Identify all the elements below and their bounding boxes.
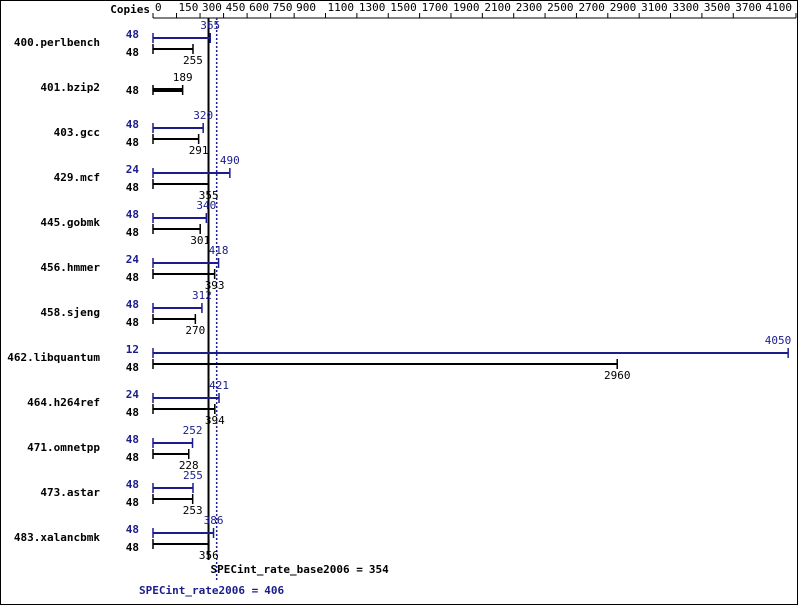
x-tick-label: 2300 (516, 1, 543, 14)
value-label: 320 (193, 109, 213, 122)
copies-label: 48 (126, 541, 139, 554)
x-tick-label: 3700 (735, 1, 762, 14)
copies-label: 48 (126, 433, 139, 446)
copies-label: 48 (126, 406, 139, 419)
category-label: 458.sjeng (40, 306, 100, 319)
value-label: 253 (183, 504, 203, 517)
x-tick-label: 600 (249, 1, 269, 14)
x-tick-label: 2100 (484, 1, 511, 14)
copies-label: 48 (126, 226, 139, 239)
reference-label: SPECint_rate_base2006 = 354 (211, 563, 390, 576)
x-tick-label: 2500 (547, 1, 574, 14)
copies-label: 48 (126, 298, 139, 311)
reference-label-value: 406 (264, 584, 284, 597)
x-tick-label: 1900 (453, 1, 480, 14)
x-tick-label: 1100 (328, 1, 355, 14)
value-label: 4050 (765, 334, 792, 347)
x-tick-label: 450 (226, 1, 246, 14)
copies-label: 48 (126, 316, 139, 329)
copies-label: 48 (126, 208, 139, 221)
x-tick-label: 3100 (641, 1, 668, 14)
category-label: 483.xalancbmk (14, 531, 100, 544)
x-axis-label: Copies (110, 3, 150, 16)
value-label: 340 (196, 199, 216, 212)
x-tick-label: 3300 (673, 1, 700, 14)
copies-label: 24 (126, 388, 140, 401)
x-tick-label: 900 (296, 1, 316, 14)
x-tick-label: 1500 (390, 1, 417, 14)
copies-label: 48 (126, 523, 139, 536)
copies-label: 48 (126, 181, 139, 194)
category-label: 473.astar (40, 486, 100, 499)
copies-label: 24 (126, 163, 140, 176)
x-tick-label: 1700 (422, 1, 449, 14)
copies-label: 48 (126, 271, 139, 284)
reference-label: SPECint_rate2006 = 406 (139, 584, 284, 597)
x-tick-label: 3500 (704, 1, 731, 14)
copies-label: 12 (126, 343, 139, 356)
value-label: 252 (183, 424, 203, 437)
value-label: 312 (192, 289, 212, 302)
x-tick-label: 1300 (359, 1, 386, 14)
value-label: 2960 (604, 369, 631, 382)
category-label: 401.bzip2 (40, 81, 100, 94)
category-label: 462.libquantum (7, 351, 100, 364)
category-label: 471.omnetpp (27, 441, 100, 454)
x-tick-label: 2700 (578, 1, 605, 14)
value-label: 393 (205, 279, 225, 292)
x-tick-label: 2900 (610, 1, 637, 14)
value-label: 386 (204, 514, 224, 527)
x-tick-label: 300 (202, 1, 222, 14)
x-tick-label: 150 (179, 1, 199, 14)
copies-label: 24 (126, 253, 140, 266)
value-label: 394 (205, 414, 225, 427)
category-label: 429.mcf (54, 171, 100, 184)
reference-label-value: 354 (369, 563, 389, 576)
value-label: 356 (199, 549, 219, 562)
reference-label-text: SPECint_rate_base2006 = (211, 563, 364, 576)
category-label: 464.h264ref (27, 396, 100, 409)
value-label: 418 (209, 244, 229, 257)
copies-label: 48 (126, 136, 139, 149)
value-label: 270 (185, 324, 205, 337)
value-label: 255 (183, 469, 203, 482)
copies-label: 48 (126, 451, 139, 464)
copies-label: 48 (126, 496, 139, 509)
category-label: 456.hmmer (40, 261, 100, 274)
copies-label: 48 (126, 478, 139, 491)
value-label: 301 (190, 234, 210, 247)
copies-label: 48 (126, 46, 139, 59)
value-label: 490 (220, 154, 240, 167)
category-label: 445.gobmk (40, 216, 100, 229)
value-label: 421 (209, 379, 229, 392)
copies-label: 48 (126, 84, 139, 97)
value-label: 291 (189, 144, 209, 157)
copies-label: 48 (126, 28, 139, 41)
reference-label-text: SPECint_rate2006 = (139, 584, 259, 597)
copies-label: 48 (126, 361, 139, 374)
value-label: 365 (200, 19, 220, 32)
x-tick-label: 750 (273, 1, 293, 14)
copies-label: 48 (126, 118, 139, 131)
x-tick-label: 4100 (766, 1, 793, 14)
category-label: 403.gcc (54, 126, 100, 139)
x-tick-label: 0 (155, 1, 162, 14)
value-label: 255 (183, 54, 203, 67)
value-label: 355 (199, 189, 219, 202)
category-label: 400.perlbench (14, 36, 100, 49)
value-label: 189 (173, 71, 193, 84)
value-label: 228 (179, 459, 199, 472)
